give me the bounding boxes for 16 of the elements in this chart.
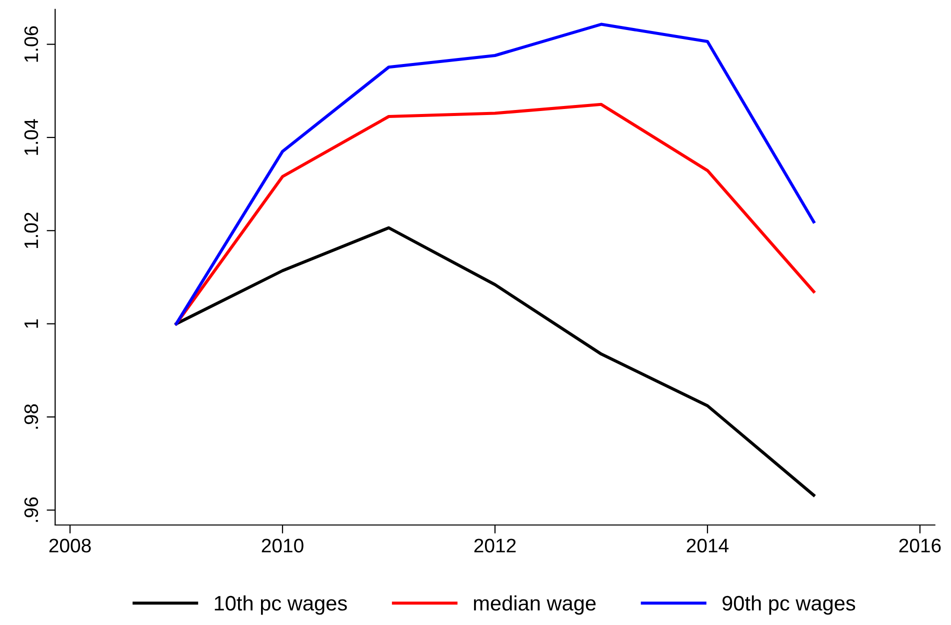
- line-series: [174, 226, 816, 497]
- y-tick-label: .98: [24, 404, 38, 429]
- y-tick-label: 1.04: [24, 119, 38, 155]
- x-tick-label: 2010: [262, 538, 304, 552]
- line-series: [174, 22, 816, 326]
- x-tick-label: 2008: [49, 538, 91, 552]
- x-tick-label: 2012: [474, 538, 516, 552]
- legend-label: 90th pc wages: [722, 595, 856, 615]
- x-tick-label: 2016: [899, 538, 941, 552]
- y-tick-label: 1.02: [24, 212, 38, 248]
- y-tick-label: 1: [24, 319, 38, 328]
- x-tick-label: 2014: [686, 538, 729, 552]
- y-tick-label: .96: [24, 497, 38, 522]
- legend-label: 10th pc wages: [214, 595, 347, 615]
- y-tick-label: 1.06: [24, 26, 38, 62]
- legend-label: median wage: [474, 595, 596, 615]
